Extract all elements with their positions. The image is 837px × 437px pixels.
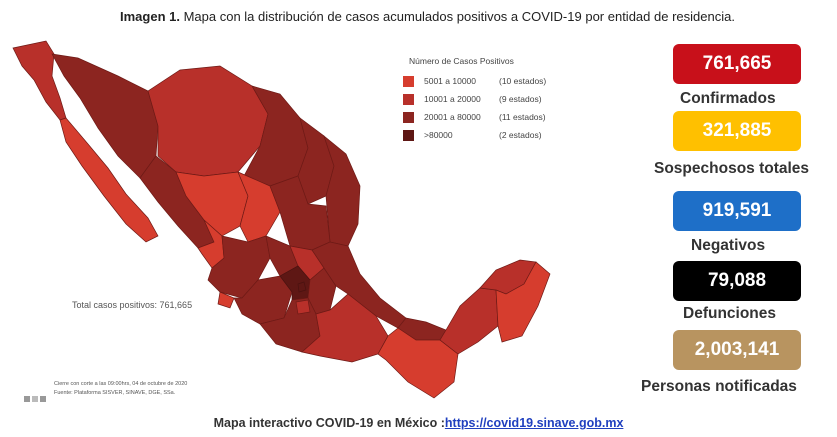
legend-swatch xyxy=(403,129,414,141)
legend-item: 10001 a 20000 (9 estados) xyxy=(403,90,546,108)
state-baja-california-sur[interactable] xyxy=(59,117,159,243)
negativos-value: 919,591 xyxy=(702,200,772,221)
caption-text: Mapa con la distribución de casos acumul… xyxy=(179,9,735,24)
state-tamaulipas[interactable] xyxy=(323,134,361,247)
state-quintana-roo[interactable] xyxy=(495,261,551,343)
notificadas-value: 2,003,141 xyxy=(694,339,780,360)
defunciones-value-box: 79,088 xyxy=(673,261,801,301)
institution-logo-icon xyxy=(24,396,46,402)
state-chihuahua[interactable] xyxy=(147,65,269,177)
state-campeche[interactable] xyxy=(439,287,499,355)
caption-label: Imagen 1. xyxy=(120,9,180,24)
footer-label: Mapa interactivo COVID-19 en México : xyxy=(213,416,445,430)
legend-range: 10001 a 20000 xyxy=(424,94,481,104)
legend-count: (9 estados) xyxy=(499,94,542,104)
confirmados-value: 761,665 xyxy=(702,53,772,74)
map-legend: Número de Casos Positivos 5001 a 10000 (… xyxy=(403,56,546,144)
defunciones-label: Defunciones xyxy=(683,305,777,322)
total-cases-label: Total casos positivos: 761,665 xyxy=(72,300,193,310)
sospechosos-value: 321,885 xyxy=(702,120,772,141)
state-morelos[interactable] xyxy=(295,299,311,315)
confirmados-label: Confirmados xyxy=(680,90,776,107)
legend-range: 5001 a 10000 xyxy=(424,76,476,86)
negativos-label: Negativos xyxy=(691,237,766,254)
defunciones-value: 79,088 xyxy=(707,270,767,291)
map-canvas xyxy=(12,40,551,399)
figure-caption: Imagen 1. Mapa con la distribución de ca… xyxy=(120,9,820,24)
legend-range: 20001 a 80000 xyxy=(424,112,481,122)
legend-item: >80000 (2 estados) xyxy=(403,126,546,144)
legend-count: (2 estados) xyxy=(499,130,542,140)
legend-count: (10 estados) xyxy=(499,76,547,86)
state-cdmx[interactable] xyxy=(297,281,307,293)
sospechosos-value-box: 321,885 xyxy=(673,111,801,151)
legend-item: 20001 a 80000 (11 estados) xyxy=(403,108,546,126)
legend-title: Número de Casos Positivos xyxy=(409,56,514,66)
negativos-value-box: 919,591 xyxy=(673,191,801,231)
map-footnote: Cierre con corte a las 09:00hrs, 04 de o… xyxy=(54,380,187,398)
confirmados-value-box: 761,665 xyxy=(673,44,801,84)
covid-map-link[interactable]: https://covid19.sinave.gob.mx xyxy=(444,416,624,430)
legend-swatch xyxy=(403,111,414,123)
notificadas-label: Personas notificadas xyxy=(641,378,797,395)
state-veracruz[interactable] xyxy=(311,241,407,329)
legend-count: (11 estados) xyxy=(499,112,546,122)
footnote-cutoff: Cierre con corte a las 09:00hrs, 04 de o… xyxy=(54,381,188,387)
legend-swatch xyxy=(403,75,414,87)
mexico-map: Número de Casos Positivos 5001 a 10000 (… xyxy=(8,36,608,408)
state-sonora[interactable] xyxy=(51,53,159,179)
legend-item: 5001 a 10000 (10 estados) xyxy=(403,72,546,90)
state-chiapas[interactable] xyxy=(377,327,459,399)
state-colima[interactable] xyxy=(217,291,235,309)
legend-range: >80000 xyxy=(424,130,453,140)
state-baja-california[interactable] xyxy=(12,40,67,121)
legend-swatch xyxy=(403,93,414,105)
footnote-source: Fuente: Plataforma SISVER, SINAVE, DGE, … xyxy=(54,390,176,396)
footer-link-line: Mapa interactivo COVID-19 en México :htt… xyxy=(0,416,837,430)
notificadas-value-box: 2,003,141 xyxy=(673,330,801,370)
sospechosos-label: Sospechosos totales xyxy=(654,160,810,177)
